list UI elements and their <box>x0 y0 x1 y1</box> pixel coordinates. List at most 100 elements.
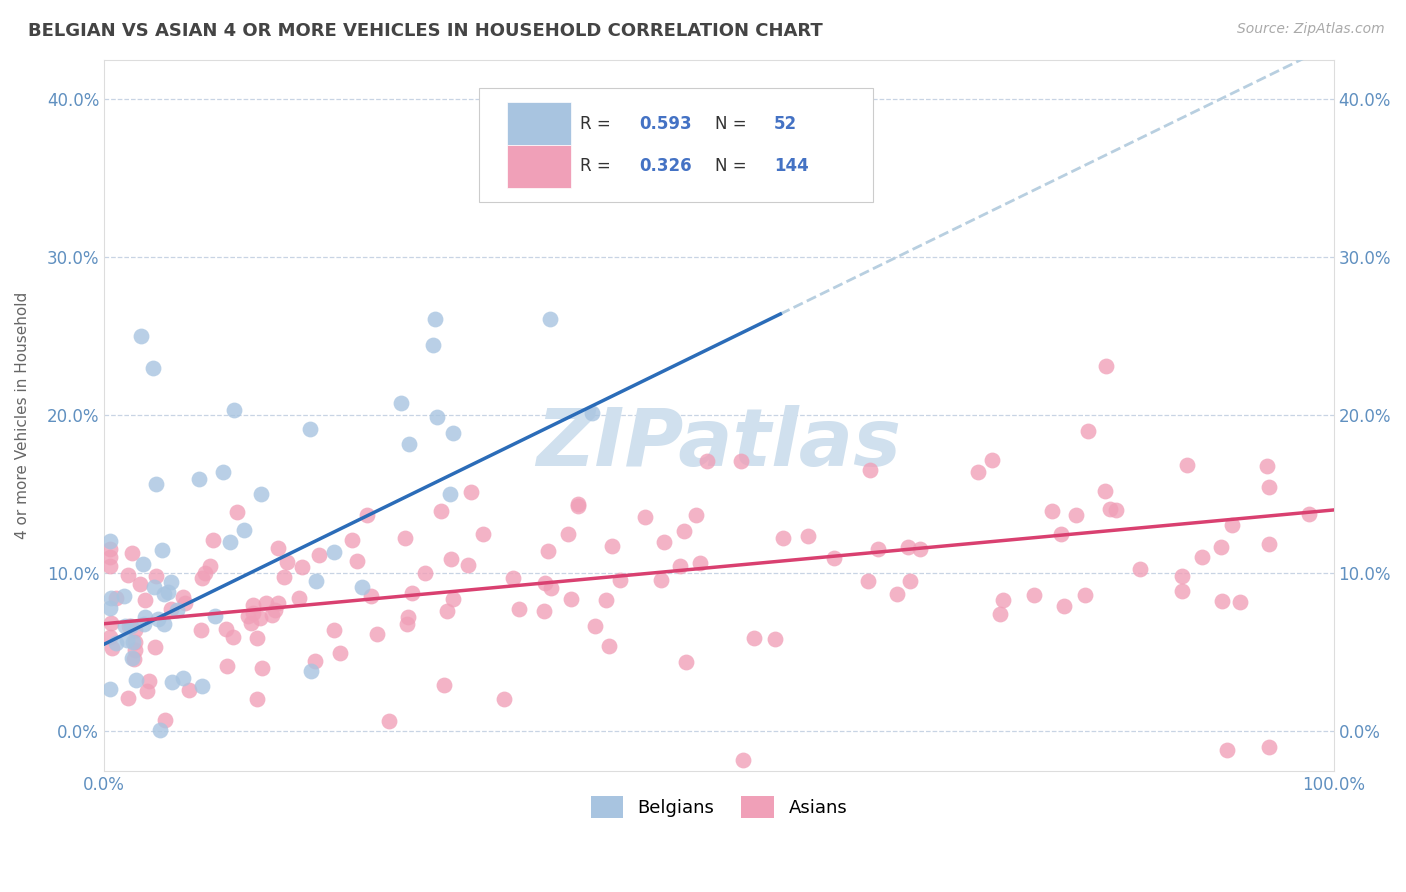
Point <box>609 573 631 587</box>
Point <box>346 554 368 568</box>
Text: N =: N = <box>716 157 752 175</box>
Point <box>502 571 524 585</box>
Point <box>134 617 156 632</box>
Point <box>426 410 449 425</box>
Point <box>145 569 167 583</box>
Point <box>538 312 561 326</box>
Point <box>114 619 136 633</box>
Point <box>1191 549 1213 564</box>
Text: R =: R = <box>579 114 616 133</box>
Point <box>650 573 672 587</box>
Point <box>172 591 194 605</box>
Point <box>1053 599 1076 614</box>
Point <box>177 682 200 697</box>
Point <box>1099 502 1122 516</box>
Text: N =: N = <box>716 114 752 133</box>
Point <box>396 610 419 624</box>
Point <box>401 585 423 599</box>
Point <box>124 651 146 665</box>
Point <box>763 632 786 646</box>
Point <box>460 485 482 500</box>
Point <box>823 551 845 566</box>
Point <box>898 574 921 588</box>
Point <box>117 567 139 582</box>
Point <box>191 571 214 585</box>
Point <box>188 472 211 486</box>
Point <box>190 624 212 638</box>
Point <box>225 504 247 518</box>
Point <box>581 406 603 420</box>
Point <box>221 630 243 644</box>
Point <box>652 535 675 549</box>
Point <box>430 504 453 518</box>
Point <box>98 681 121 696</box>
Point <box>797 529 820 543</box>
Point <box>1258 739 1281 754</box>
Point <box>105 636 128 650</box>
Point <box>159 601 181 615</box>
Point <box>174 596 197 610</box>
Point <box>1211 593 1233 607</box>
Point <box>304 654 326 668</box>
Point <box>398 436 420 450</box>
Point <box>1298 507 1320 521</box>
Point <box>254 596 277 610</box>
Point <box>675 656 697 670</box>
Point <box>264 603 287 617</box>
Point <box>471 527 494 541</box>
Point <box>323 623 346 637</box>
Point <box>689 556 711 570</box>
Point <box>988 607 1011 621</box>
Point <box>772 531 794 545</box>
Point <box>439 487 461 501</box>
Point <box>249 487 271 501</box>
Point <box>98 541 121 556</box>
Point <box>352 580 374 594</box>
Point <box>1171 584 1194 599</box>
Point <box>859 463 882 477</box>
Point <box>340 533 363 547</box>
Point <box>125 673 148 687</box>
Point <box>730 453 752 467</box>
Point <box>153 587 176 601</box>
Point <box>669 559 692 574</box>
Point <box>583 619 606 633</box>
Point <box>276 555 298 569</box>
Point <box>733 753 755 767</box>
Point <box>98 549 121 564</box>
Point <box>394 531 416 545</box>
Point <box>138 674 160 689</box>
Point <box>143 640 166 655</box>
Point <box>685 508 707 522</box>
Text: ZIPatlas: ZIPatlas <box>536 405 901 483</box>
Text: R =: R = <box>579 157 616 175</box>
Point <box>897 540 920 554</box>
Point <box>1216 743 1239 757</box>
Point <box>191 680 214 694</box>
Text: 0.593: 0.593 <box>638 114 692 133</box>
Point <box>1074 588 1097 602</box>
Point <box>433 678 456 692</box>
Point <box>299 422 322 436</box>
Point <box>1095 359 1118 373</box>
Point <box>389 396 412 410</box>
Point <box>290 559 312 574</box>
Point <box>159 574 181 589</box>
Point <box>152 616 174 631</box>
Point <box>135 683 157 698</box>
FancyBboxPatch shape <box>508 145 571 187</box>
Point <box>440 552 463 566</box>
Legend: Belgians, Asians: Belgians, Asians <box>583 789 855 826</box>
Point <box>250 661 273 675</box>
Point <box>696 454 718 468</box>
Point <box>1171 568 1194 582</box>
FancyBboxPatch shape <box>479 88 873 202</box>
Point <box>1042 504 1064 518</box>
Point <box>145 477 167 491</box>
Point <box>100 600 122 615</box>
Point <box>305 574 328 589</box>
Point <box>132 558 155 572</box>
Point <box>1094 484 1116 499</box>
Point <box>287 591 309 606</box>
Point <box>204 609 226 624</box>
